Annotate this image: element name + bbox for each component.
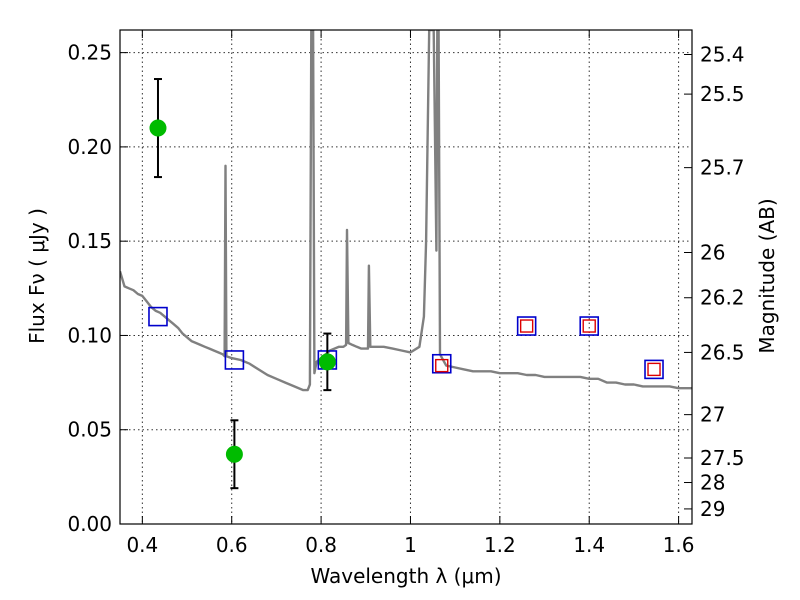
spectrum-layer — [120, 30, 692, 392]
model-square-marker — [644, 359, 664, 380]
y-tick-label: 0.15 — [67, 229, 112, 253]
observed-point — [225, 445, 243, 463]
mag-tick-label: 28 — [700, 471, 725, 495]
model-square-marker — [148, 306, 168, 327]
model-square-marker — [431, 353, 452, 374]
model-square-marker-alt — [435, 358, 449, 373]
x-tick-label: 1 — [404, 533, 417, 557]
mag-tick-label: 27 — [700, 403, 725, 427]
mag-tick-label: 26 — [700, 240, 725, 264]
x-tick-label: 1.4 — [573, 533, 605, 557]
x-tick-label: 0.8 — [305, 533, 337, 557]
y-tick-label: 0.05 — [67, 418, 112, 442]
mag-tick-label: 25.4 — [700, 43, 745, 67]
x-tick-label: 0.6 — [216, 533, 248, 557]
y-tick-label: 0.10 — [67, 323, 112, 347]
y-tick-label: 0.25 — [67, 41, 112, 65]
plot-frame — [119, 29, 693, 525]
y-axis-title: Flux Fν ( μJy ) — [25, 208, 49, 344]
x-tick-label: 1.2 — [484, 533, 516, 557]
y-axis-title-right: Magnitude (AB) — [755, 198, 779, 353]
observed-point — [149, 119, 167, 137]
marker-layer — [148, 78, 664, 490]
model-square-marker — [579, 316, 600, 336]
spectrum-line — [120, 30, 692, 392]
mag-tick-label: 26.5 — [700, 340, 745, 364]
model-square-marker-alt — [582, 319, 596, 333]
mag-tick-label: 25.5 — [700, 82, 745, 106]
y-tick-label: 0.20 — [67, 135, 112, 159]
model-square-marker-alt — [519, 319, 534, 333]
tick-layer: 0.4 0.6 0.8 1 1.2 1.4 1.6 0.00 0.05 0.10 0.15 0.20 0… — [67, 30, 745, 557]
x-axis-title: Wavelength λ (μm) — [310, 564, 501, 588]
model-square-marker-alt — [647, 362, 661, 377]
model-square-marker — [516, 316, 537, 336]
grid-layer — [120, 30, 692, 524]
mag-tick-label: 29 — [700, 497, 725, 521]
y-tick-label: 0.00 — [67, 512, 112, 536]
model-square-marker — [224, 350, 245, 370]
mag-tick-label: 27.5 — [700, 446, 745, 470]
mag-tick-label: 25.7 — [700, 156, 745, 180]
x-tick-label: 0.4 — [126, 533, 158, 557]
mag-tick-label: 26.2 — [700, 286, 745, 310]
x-tick-label: 1.6 — [663, 533, 695, 557]
observed-point — [318, 353, 336, 371]
